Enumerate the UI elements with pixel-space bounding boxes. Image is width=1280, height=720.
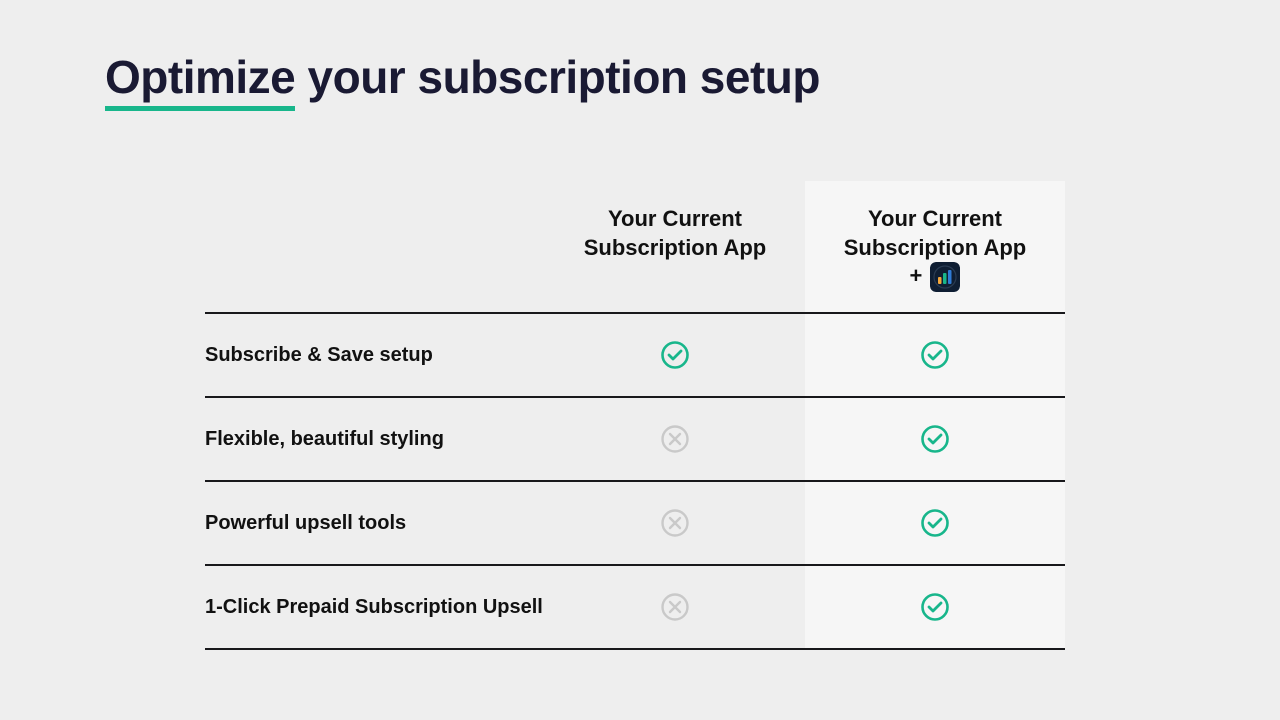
title-underlined: Optimize [105,50,295,111]
cross-icon [660,592,690,622]
check-icon [920,340,950,370]
column-header-text: Your Current Subscription App [584,206,767,260]
cross-icon [660,508,690,538]
feature-label: Subscribe & Save setup [205,314,545,396]
app-badge-icon [930,262,960,292]
title-rest: your subscription setup [295,51,820,103]
check-icon [920,592,950,622]
page-title: Optimize your subscription setup [105,50,1175,111]
feature-cell [545,314,805,396]
feature-cell [805,314,1065,396]
feature-label: Flexible, beautiful styling [205,398,545,480]
check-icon [920,508,950,538]
row-separator [205,648,1065,650]
check-icon [660,340,690,370]
feature-cell [545,566,805,648]
feature-cell [805,482,1065,564]
column-header [205,181,545,312]
feature-cell [545,482,805,564]
cross-icon [660,424,690,454]
column-header: Your Current Subscription App + [805,181,1065,312]
check-icon [920,424,950,454]
feature-cell [805,398,1065,480]
feature-label: Powerful upsell tools [205,482,545,564]
feature-label: 1-Click Prepaid Subscription Upsell [205,566,545,648]
feature-cell [805,566,1065,648]
feature-cell [545,398,805,480]
column-header: Your Current Subscription App [545,181,805,312]
comparison-table: Your Current Subscription App Your Curren… [205,181,1065,650]
